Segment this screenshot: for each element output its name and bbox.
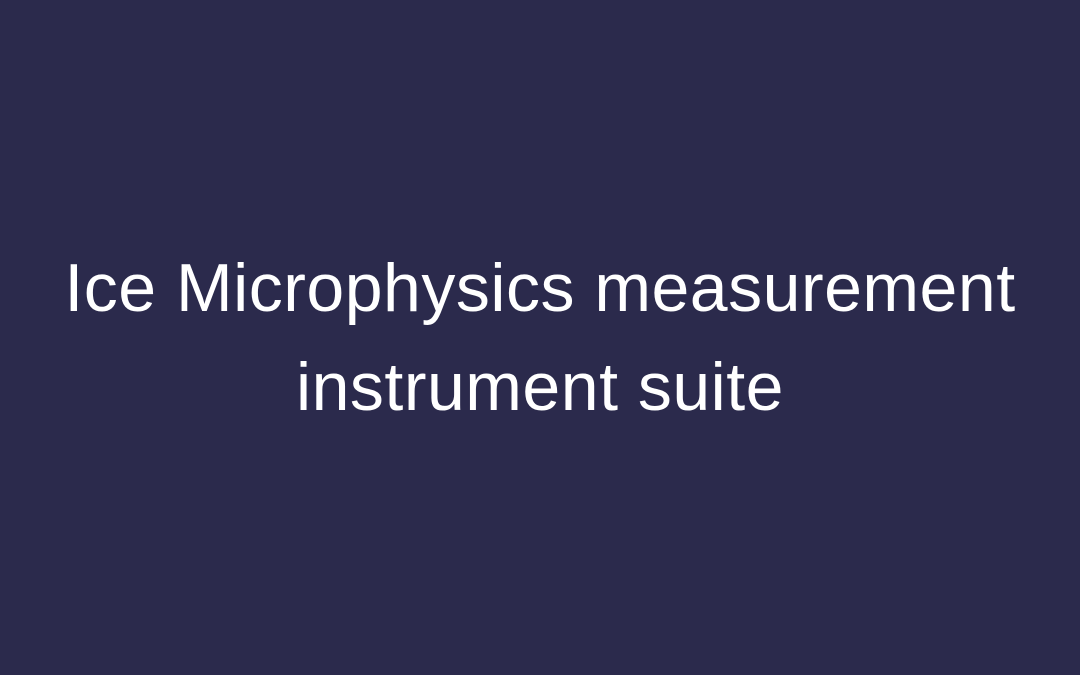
slide-title: Ice Microphysics measurement instrument … [60, 239, 1020, 436]
slide-container: Ice Microphysics measurement instrument … [0, 0, 1080, 675]
